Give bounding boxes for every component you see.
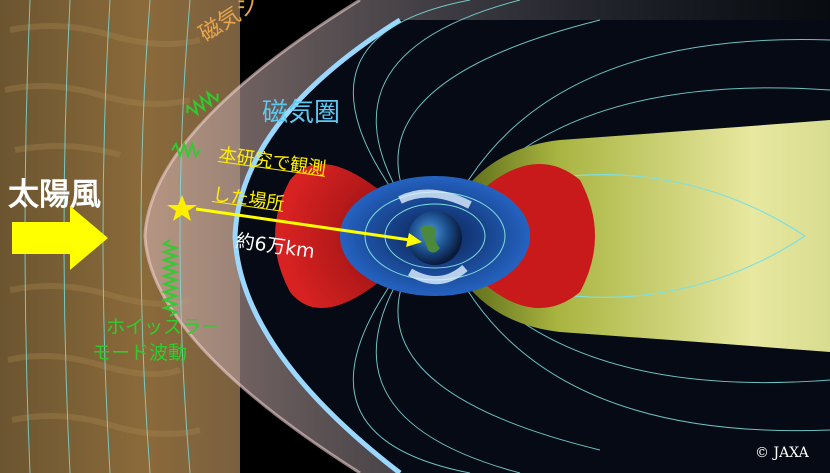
aurora-south — [407, 264, 468, 284]
bow-shock — [143, 0, 361, 473]
solar-wind-arrow — [12, 206, 108, 270]
whistler-wave-lower — [160, 239, 180, 317]
whistler-label-line1: ホイッスラー — [106, 316, 221, 338]
copyright-label: © JAXA — [755, 445, 809, 461]
whistler-label-line2: モード波動 — [92, 342, 188, 364]
distance-arrow-line — [195, 207, 411, 242]
aurora-north — [398, 189, 472, 209]
magnetosphere-label: 磁気圏 — [262, 98, 341, 128]
distance-arrow-head — [406, 233, 422, 247]
earth — [408, 211, 462, 265]
earth-continent — [420, 225, 440, 253]
solar-wind-label: 太陽風 — [8, 177, 101, 213]
magnetopause — [232, 17, 402, 473]
whistler-wave-mid — [171, 140, 201, 160]
whistler-wave-upper — [186, 90, 219, 117]
solar-wind-texture — [4, 23, 201, 437]
observation-star — [167, 195, 197, 221]
